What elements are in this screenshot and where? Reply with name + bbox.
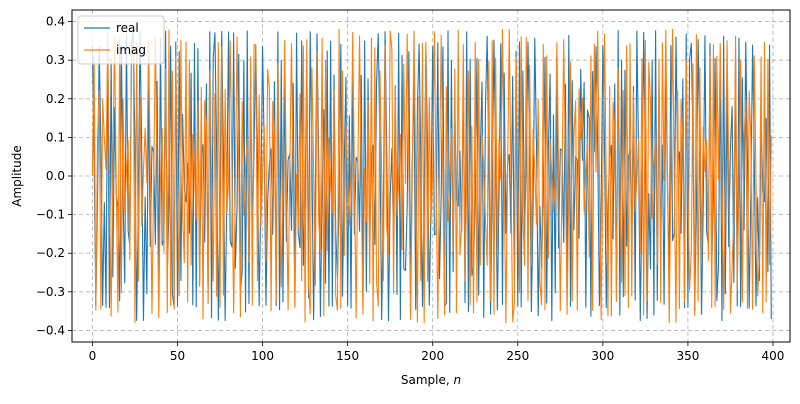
x-tick-label: 100 bbox=[251, 349, 274, 363]
y-axis: −0.4 −0.3 −0.2 −0.1 0.0 0.1 0.2 0.3 0.4 bbox=[36, 15, 72, 337]
x-tick-label: 250 bbox=[506, 349, 529, 363]
x-tick-label: 350 bbox=[676, 349, 699, 363]
y-tick-label: −0.2 bbox=[36, 246, 65, 260]
x-axis-label: Sample, n bbox=[401, 373, 461, 387]
x-tick-label: 200 bbox=[421, 349, 444, 363]
x-tick-label: 50 bbox=[170, 349, 185, 363]
y-tick-label: −0.3 bbox=[36, 285, 65, 299]
y-tick-label: −0.1 bbox=[36, 208, 65, 222]
x-tick-label: 400 bbox=[762, 349, 785, 363]
series-line-imag bbox=[91, 28, 772, 324]
y-tick-label: 0.0 bbox=[46, 169, 65, 183]
x-tick-label: 300 bbox=[591, 349, 614, 363]
legend-label-real: real bbox=[116, 21, 139, 35]
x-tick-label: 0 bbox=[89, 349, 97, 363]
x-axis: 0 50 100 150 200 250 300 350 400 bbox=[89, 342, 785, 363]
y-tick-label: 0.1 bbox=[46, 130, 65, 144]
y-axis-label: Amplitude bbox=[10, 145, 24, 207]
y-tick-label: 0.3 bbox=[46, 53, 65, 67]
legend-label-imag: imag bbox=[116, 43, 146, 57]
y-tick-label: 0.2 bbox=[46, 92, 65, 106]
y-tick-label: 0.4 bbox=[46, 15, 65, 29]
x-tick-label: 150 bbox=[336, 349, 359, 363]
legend: real imag bbox=[77, 15, 165, 65]
y-tick-label: −0.4 bbox=[36, 323, 65, 337]
series-lines bbox=[91, 28, 772, 324]
